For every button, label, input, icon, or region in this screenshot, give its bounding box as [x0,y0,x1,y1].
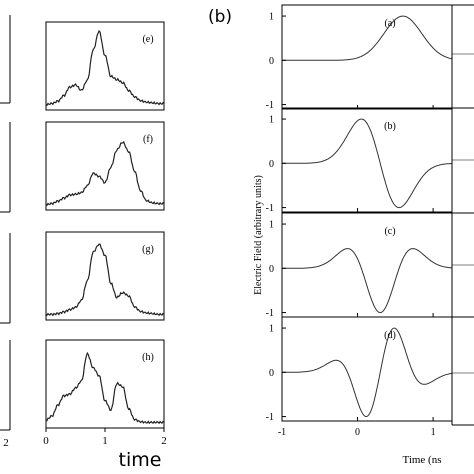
y-tick-label: 1 [269,220,274,231]
far-right-cropped-axes [451,4,474,426]
panel-frame [281,316,453,422]
y-tick-label: -1 [266,100,274,111]
y-tick-label: -1 [266,308,274,319]
series-line [45,29,165,107]
y-tick-label: -1 [266,203,274,214]
x-tick-label: 2 [161,435,167,447]
panel-label: (g) [142,244,154,255]
panel-label: (f) [143,134,153,145]
y-tick-label: 0 [269,264,274,275]
right-y-axis-label: Electric Field (arbitrary units) [253,175,264,295]
right-panel-a: -1 0 1 (a) [266,4,453,111]
series-line [282,248,453,314]
y-tick-label: -1 [266,412,274,423]
panel-label: (d) [384,330,396,341]
panel-frame [281,4,453,110]
panel-frame [45,21,165,111]
y-tick-label: 1 [269,12,274,23]
panel-label: (a) [384,18,395,29]
series-line [282,15,453,61]
left-cropped-axes: 2 [0,15,11,449]
x-tick-label: 0 [43,435,49,447]
series-line [45,243,165,317]
panel-label: (e) [142,34,153,45]
panel-label: (b) [384,121,396,132]
left-panel-h: (h) 0 1 2 [43,339,167,447]
right-panel-group: -1 0 1 (a) -1 0 1 (b) -1 0 1 (c) -1 0 1 (d) -1 0 1 [266,4,453,438]
y-tick-label: 0 [269,159,274,170]
x-tick-label: 0 [355,427,360,438]
y-tick-label: 0 [269,368,274,379]
series-line [45,351,165,425]
y-tick-label: 1 [269,115,274,126]
left-edge-tick-2: 2 [3,437,9,449]
x-tick-label: -1 [278,427,286,438]
left-panel-f: (f) [45,121,165,211]
group-label-b: (b) [208,7,232,27]
panel-frame [45,231,165,321]
series-line [45,140,165,207]
panel-frame [281,212,453,318]
right-panel-b: -1 0 1 (b) [266,107,453,214]
left-panel-group: (e) (f) (g) (h) 0 1 2 [43,21,167,447]
left-x-axis-label: time [119,449,162,471]
y-tick-label: 0 [269,56,274,67]
left-panel-e: (e) [45,21,165,111]
x-tick-label: 1 [431,427,436,438]
panel-label: (c) [384,226,395,237]
right-x-axis-label: Time (ns [402,454,441,466]
y-tick-label: 1 [269,324,274,335]
right-panel-c: -1 0 1 (c) [266,212,453,319]
right-panel-d: -1 0 1 (d) -1 0 1 [266,316,453,438]
series-line [282,327,453,417]
left-panel-g: (g) [45,231,165,321]
series-line [282,118,453,209]
x-tick-label: 1 [102,435,108,447]
panel-frame [45,121,165,211]
panel-label: (h) [142,352,154,363]
